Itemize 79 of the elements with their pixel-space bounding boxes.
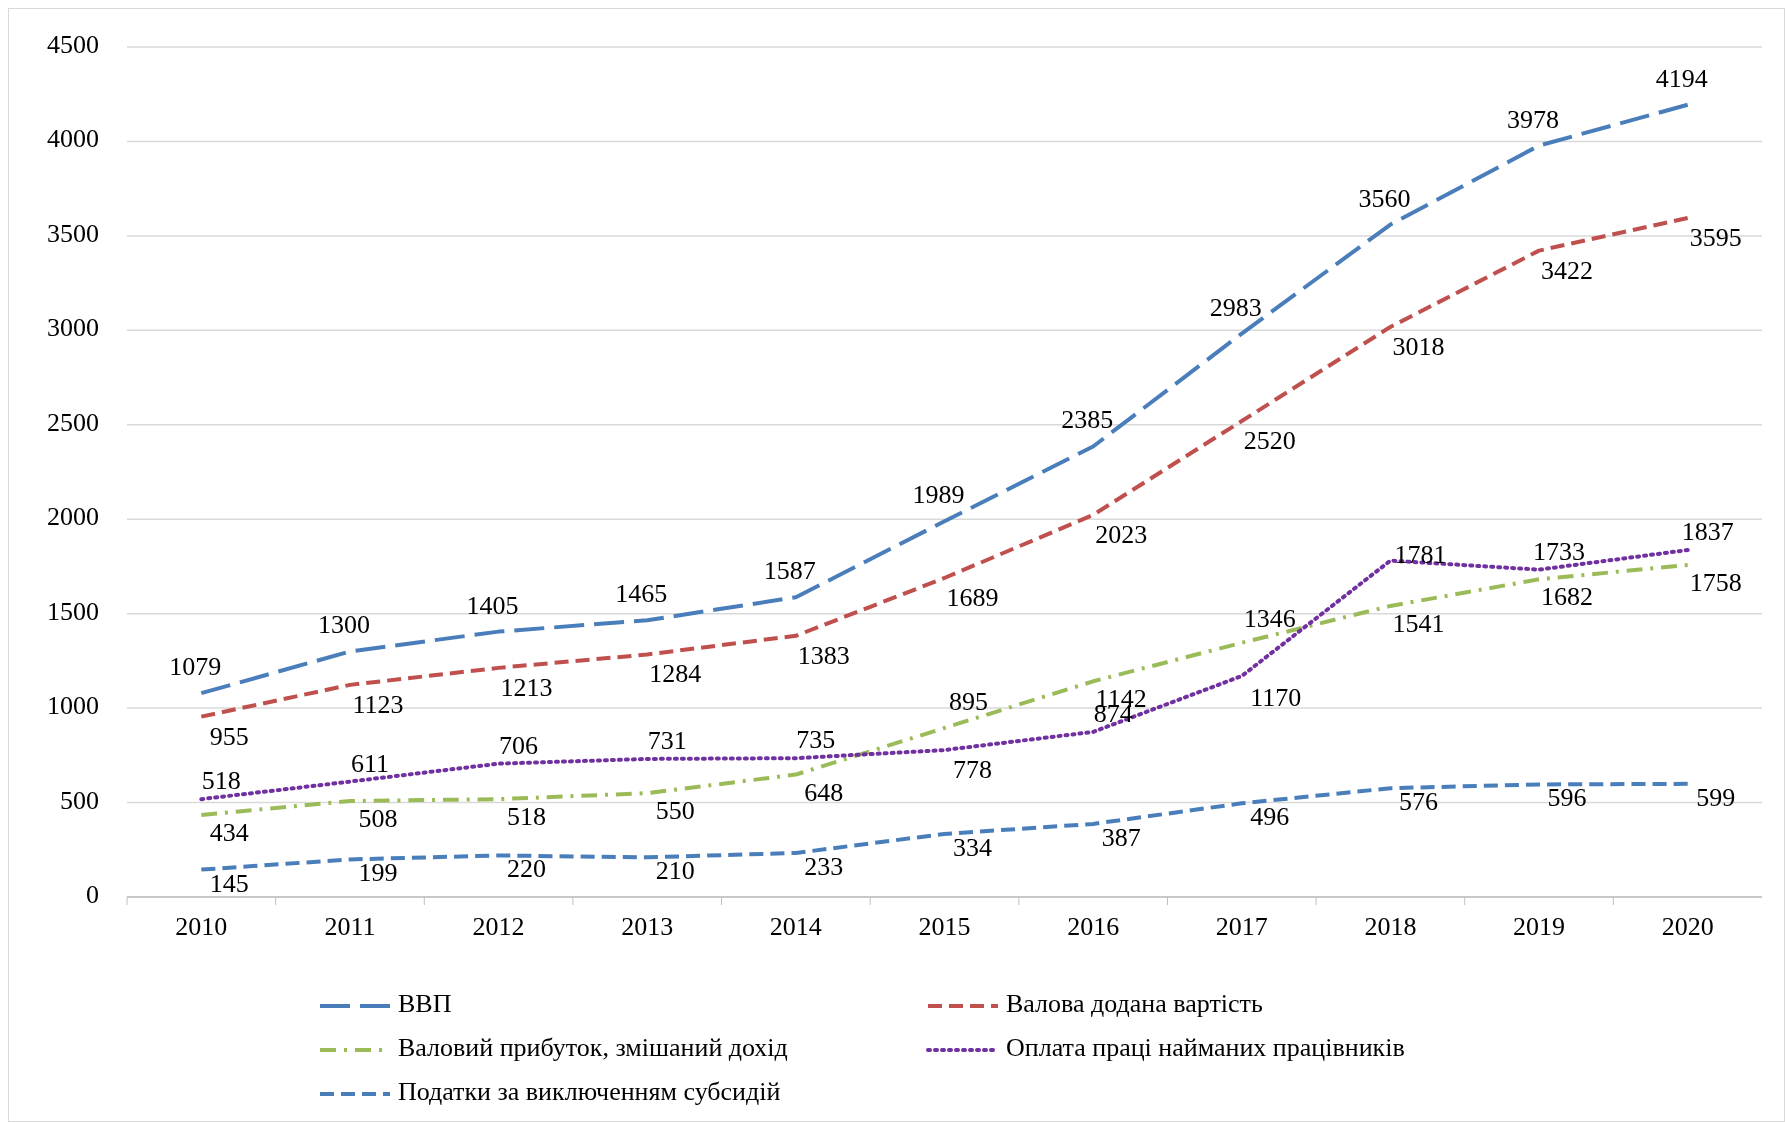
x-tick-label: 2016 <box>1067 912 1120 941</box>
data-label: 387 <box>1101 822 1141 852</box>
data-label: 233 <box>804 851 844 881</box>
x-tick-label: 2012 <box>472 912 525 941</box>
data-label: 145 <box>209 868 249 898</box>
y-tick-label: 1000 <box>47 691 99 721</box>
y-tick-label: 3000 <box>47 313 99 343</box>
data-label: 1682 <box>1541 582 1594 612</box>
y-tick-label: 4000 <box>47 124 99 154</box>
data-label: 1465 <box>615 579 668 609</box>
data-label: 735 <box>796 725 836 755</box>
x-tick-label: 2017 <box>1215 912 1268 941</box>
legend-label: Податки за виключенням субсидій <box>398 1076 781 1106</box>
y-tick-label: 4500 <box>47 29 99 59</box>
data-label: 1405 <box>466 590 519 620</box>
data-label: 434 <box>209 817 249 847</box>
data-label: 596 <box>1547 783 1587 813</box>
y-tick-label: 1500 <box>47 596 99 626</box>
data-label: 2385 <box>1061 405 1114 435</box>
data-label: 3978 <box>1507 104 1560 134</box>
y-tick-label: 500 <box>60 785 99 815</box>
y-tick-label: 2500 <box>47 407 99 437</box>
data-label: 599 <box>1696 782 1736 812</box>
data-label: 2983 <box>1209 292 1262 322</box>
data-label: 1079 <box>169 652 222 682</box>
data-label: 334 <box>953 832 992 862</box>
data-label: 2520 <box>1243 425 1296 455</box>
data-label: 3422 <box>1541 255 1594 285</box>
data-label: 210 <box>655 856 695 886</box>
x-tick-label: 2018 <box>1364 912 1417 941</box>
x-tick-label: 2020 <box>1661 912 1714 941</box>
legend-label: Валовий прибуток, змішаний дохід <box>398 1032 788 1062</box>
x-tick-label: 2019 <box>1513 912 1566 941</box>
data-label: 895 <box>949 686 988 716</box>
y-tick-label: 3500 <box>47 218 99 248</box>
data-label: 4194 <box>1655 63 1708 93</box>
legend-label: Валова додана вартість <box>1006 988 1263 1018</box>
x-tick-label: 2010 <box>175 912 228 941</box>
data-label: 778 <box>953 755 992 785</box>
data-label: 1587 <box>763 556 816 586</box>
data-label: 496 <box>1250 802 1290 832</box>
data-label: 706 <box>499 730 539 760</box>
x-tick-label: 2014 <box>769 912 822 941</box>
data-label: 1541 <box>1392 608 1445 638</box>
data-label: 1689 <box>946 582 999 612</box>
data-label: 1383 <box>797 640 850 670</box>
data-label: 518 <box>201 766 241 796</box>
x-tick-label: 2015 <box>918 912 971 941</box>
data-label: 611 <box>350 748 389 778</box>
y-tick-label: 0 <box>86 879 99 909</box>
data-label: 1733 <box>1533 536 1586 566</box>
data-label: 955 <box>209 721 249 751</box>
data-label: 576 <box>1398 787 1438 817</box>
y-tick-label: 2000 <box>47 502 99 532</box>
data-label: 1837 <box>1681 516 1734 546</box>
data-label: 518 <box>507 802 547 832</box>
data-label: 1284 <box>649 659 702 689</box>
data-label: 220 <box>507 854 547 884</box>
x-tick-label: 2011 <box>324 912 376 941</box>
data-label: 1123 <box>352 689 404 719</box>
data-label: 1300 <box>317 610 370 640</box>
data-label: 1989 <box>912 480 965 510</box>
data-label: 1346 <box>1243 603 1296 633</box>
data-label: 1781 <box>1394 539 1447 569</box>
data-label: 1213 <box>500 672 553 702</box>
data-label: 3018 <box>1392 331 1445 361</box>
legend-label: Оплата праці найманих працівників <box>1006 1032 1405 1062</box>
x-tick-label: 2013 <box>621 912 674 941</box>
data-label: 648 <box>804 777 844 807</box>
data-label: 199 <box>358 858 398 888</box>
data-label: 731 <box>647 725 687 755</box>
data-label: 2023 <box>1095 519 1148 549</box>
data-label: 3595 <box>1689 222 1742 252</box>
legend-label: ВВП <box>398 988 452 1018</box>
data-label: 1758 <box>1689 567 1742 597</box>
data-label: 508 <box>358 804 398 834</box>
data-label: 1170 <box>1250 682 1302 712</box>
data-label: 550 <box>655 796 695 826</box>
data-label: 3560 <box>1358 183 1411 213</box>
